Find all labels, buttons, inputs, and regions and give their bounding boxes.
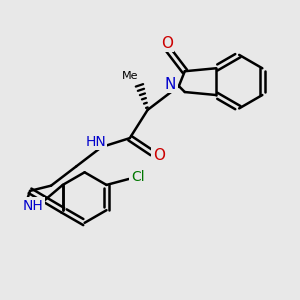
Text: NH: NH bbox=[22, 199, 44, 213]
Text: O: O bbox=[161, 36, 173, 51]
Text: Cl: Cl bbox=[131, 170, 145, 184]
Text: O: O bbox=[153, 148, 165, 164]
Text: HN: HN bbox=[85, 135, 106, 149]
Text: Me: Me bbox=[122, 71, 139, 81]
Text: N: N bbox=[165, 77, 176, 92]
